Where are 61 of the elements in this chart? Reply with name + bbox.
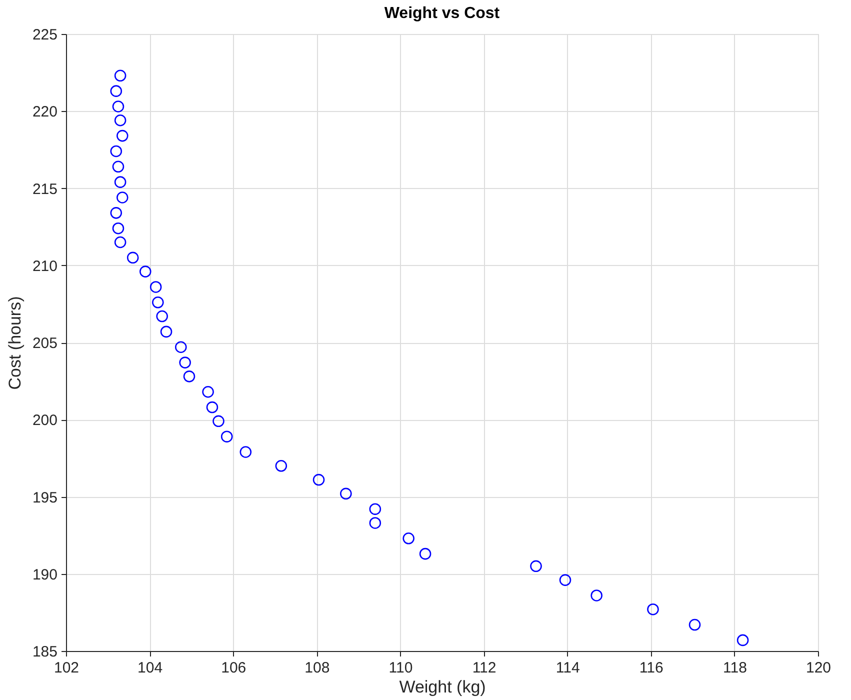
point xyxy=(152,296,164,308)
point xyxy=(179,356,191,368)
x-axis-title: Weight (kg) xyxy=(399,678,486,696)
x-tick-label: 112 xyxy=(472,660,496,676)
point xyxy=(590,590,602,602)
point xyxy=(110,207,122,219)
point xyxy=(114,176,126,188)
point xyxy=(212,415,224,428)
x-tick-label: 118 xyxy=(722,660,747,676)
point xyxy=(139,266,152,278)
chart-title: Weight vs Cost xyxy=(384,5,500,22)
point xyxy=(150,281,162,293)
x-tick-label: 108 xyxy=(304,660,330,676)
y-tick-label: 185 xyxy=(32,644,58,660)
x-tick-label: 106 xyxy=(221,660,246,676)
x-tick-label: 120 xyxy=(806,660,832,676)
x-tick-label: 114 xyxy=(556,660,580,676)
point xyxy=(126,252,139,264)
x-tick-label: 102 xyxy=(54,660,80,676)
point xyxy=(369,517,382,529)
point xyxy=(220,430,233,442)
y-tick-label: 200 xyxy=(32,412,58,430)
point xyxy=(275,460,288,472)
x-tick-label: 116 xyxy=(639,660,664,676)
x-tick-label: 104 xyxy=(138,660,163,676)
point xyxy=(369,503,382,515)
y-tick-label: 210 xyxy=(32,258,58,275)
point xyxy=(116,130,128,142)
point xyxy=(183,370,196,382)
point xyxy=(114,70,126,82)
point xyxy=(647,603,659,616)
y-tick-label: 215 xyxy=(32,180,58,198)
y-tick-label: 220 xyxy=(32,104,58,121)
point xyxy=(419,548,432,560)
point xyxy=(110,85,122,97)
point xyxy=(112,160,124,173)
point xyxy=(174,341,187,354)
y-tick-label: 225 xyxy=(32,26,58,44)
y-tick-label: 205 xyxy=(32,335,58,352)
point xyxy=(116,192,128,204)
point xyxy=(736,634,749,646)
point xyxy=(206,401,218,414)
point xyxy=(114,114,126,126)
point xyxy=(240,446,252,458)
point xyxy=(114,236,126,248)
point xyxy=(112,222,124,234)
point xyxy=(110,145,122,158)
point xyxy=(688,618,701,631)
point xyxy=(402,532,414,544)
point xyxy=(559,574,572,586)
point xyxy=(530,560,542,572)
point xyxy=(156,310,168,322)
x-tick-label: 110 xyxy=(388,660,413,676)
point xyxy=(202,386,214,398)
y-axis-title: Cost (hours) xyxy=(5,296,24,390)
point xyxy=(160,326,172,338)
point xyxy=(112,100,124,112)
point xyxy=(312,474,325,486)
y-tick-label: 190 xyxy=(32,566,58,584)
point xyxy=(340,488,352,500)
y-tick-label: 195 xyxy=(32,489,58,506)
